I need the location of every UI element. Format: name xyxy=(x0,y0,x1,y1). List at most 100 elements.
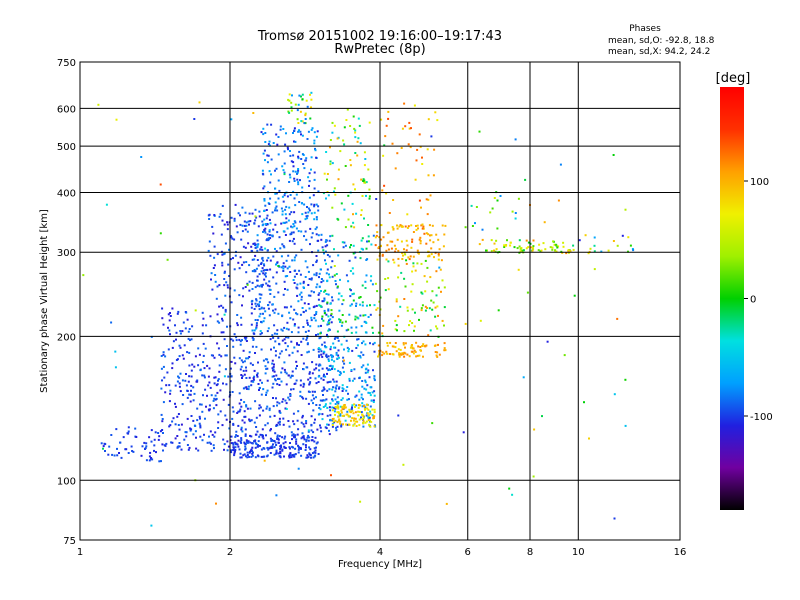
data-point xyxy=(268,203,271,205)
data-point xyxy=(393,345,396,348)
data-point xyxy=(308,382,311,385)
data-point xyxy=(208,441,211,444)
data-point xyxy=(167,313,170,316)
data-point xyxy=(318,369,321,372)
data-point xyxy=(262,269,265,272)
data-point xyxy=(263,459,266,462)
data-point xyxy=(223,338,226,341)
data-point xyxy=(219,389,222,392)
data-point xyxy=(150,524,153,527)
data-point xyxy=(363,405,365,407)
data-point xyxy=(286,288,289,291)
data-point xyxy=(309,448,312,451)
data-point xyxy=(329,345,332,348)
data-point xyxy=(403,355,406,358)
data-point xyxy=(288,446,291,449)
data-point xyxy=(369,313,372,316)
data-point xyxy=(408,121,411,124)
data-point xyxy=(188,364,191,367)
data-point xyxy=(288,206,291,209)
data-point xyxy=(239,368,242,371)
data-point xyxy=(254,352,256,354)
data-point xyxy=(312,456,315,459)
data-point xyxy=(290,160,293,163)
data-point xyxy=(310,399,313,402)
data-point xyxy=(254,270,257,273)
data-point xyxy=(176,446,179,449)
data-point xyxy=(382,236,385,239)
data-point xyxy=(387,260,390,263)
data-point xyxy=(310,128,313,131)
data-point xyxy=(554,249,557,252)
data-point xyxy=(401,225,403,228)
data-point xyxy=(308,184,310,187)
data-point xyxy=(351,404,354,407)
data-point xyxy=(260,393,263,396)
data-point xyxy=(238,402,241,405)
data-point xyxy=(337,419,340,422)
data-point xyxy=(632,249,635,252)
data-point xyxy=(251,336,254,339)
data-point xyxy=(259,333,262,336)
data-point xyxy=(297,410,300,413)
data-point xyxy=(514,212,517,214)
data-point xyxy=(428,307,431,310)
data-point xyxy=(165,384,168,387)
data-point xyxy=(104,443,107,446)
data-point xyxy=(514,217,517,220)
data-point xyxy=(293,282,296,284)
data-point xyxy=(407,225,410,228)
data-point xyxy=(243,415,246,418)
data-point xyxy=(307,176,310,179)
data-point xyxy=(214,398,217,401)
data-point xyxy=(258,404,261,407)
data-point xyxy=(313,273,316,276)
data-point xyxy=(422,225,425,228)
data-point xyxy=(237,261,240,264)
data-point xyxy=(260,246,263,249)
data-point xyxy=(372,234,375,237)
data-point xyxy=(264,132,267,134)
data-point xyxy=(256,249,259,252)
data-point xyxy=(222,331,225,334)
data-point xyxy=(411,240,414,243)
data-point xyxy=(296,171,299,174)
data-point xyxy=(364,343,367,346)
data-point xyxy=(215,502,217,505)
data-point xyxy=(583,401,585,404)
data-point xyxy=(496,199,499,202)
data-point xyxy=(274,223,277,226)
data-point xyxy=(168,425,171,428)
data-point xyxy=(481,238,484,241)
data-point xyxy=(306,217,309,220)
data-point xyxy=(284,441,287,444)
data-point xyxy=(211,225,214,228)
data-point xyxy=(339,413,342,416)
data-point xyxy=(263,264,266,267)
data-point xyxy=(247,220,250,223)
data-point xyxy=(258,300,261,303)
data-point xyxy=(361,301,364,304)
y-tick-label: 500 xyxy=(57,142,76,153)
data-point xyxy=(219,213,222,216)
data-point xyxy=(434,306,437,309)
data-point xyxy=(315,334,317,336)
data-point xyxy=(324,403,327,406)
data-point xyxy=(181,379,184,382)
data-point xyxy=(613,393,616,396)
data-point xyxy=(259,330,262,333)
data-point xyxy=(186,351,189,354)
data-point xyxy=(358,296,361,299)
data-point xyxy=(232,446,235,449)
data-point xyxy=(349,159,352,161)
data-point xyxy=(273,414,276,417)
data-point xyxy=(236,435,239,437)
data-point xyxy=(116,454,119,457)
data-point xyxy=(344,165,347,167)
x-tick-label: 10 xyxy=(572,547,585,558)
data-point xyxy=(360,214,363,216)
data-point xyxy=(567,249,570,251)
data-point xyxy=(224,310,227,313)
data-point xyxy=(301,307,304,309)
data-point xyxy=(377,331,380,334)
